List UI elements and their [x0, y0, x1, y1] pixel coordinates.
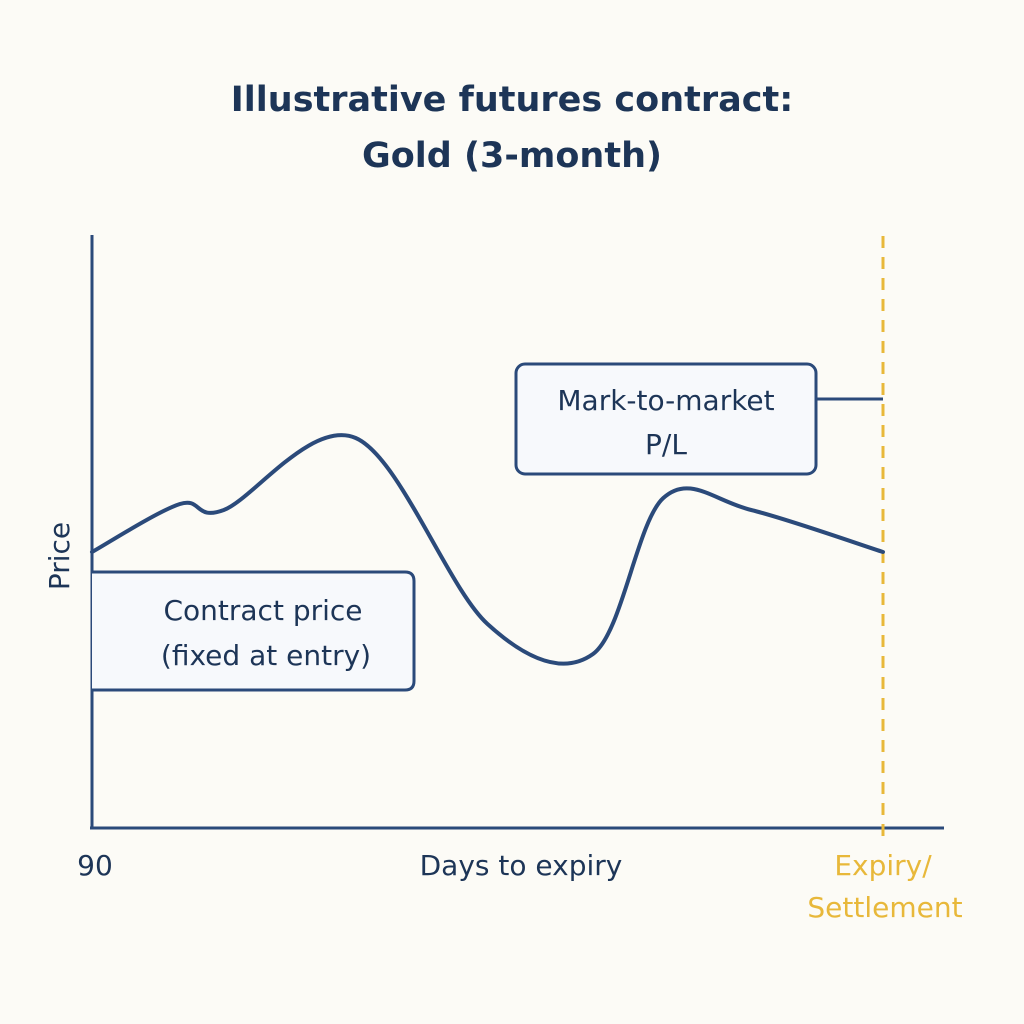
- contract-price-box: [92, 570, 416, 692]
- contract-price-label-line1: Contract price: [163, 594, 362, 627]
- x-tick-label-expiry-line1: Expiry/: [834, 849, 932, 882]
- series-price-line: [90, 433, 885, 666]
- mtm-box: [514, 362, 818, 476]
- x-axis-label: Days to expiry: [420, 849, 623, 882]
- contract-price-label-line2: (fixed at entry): [161, 639, 371, 672]
- y-axis-label: Price: [43, 522, 76, 590]
- mtm-label-line2: P/L: [645, 428, 687, 461]
- chart-title: Illustrative futures contract: Gold (3-m…: [0, 72, 1024, 184]
- chart-title-line2: Gold (3-month): [362, 136, 662, 176]
- x-tick-label-start: 90: [77, 849, 113, 882]
- x-tick-label-expiry-line2: Settlement: [807, 891, 962, 924]
- mtm-label-line1: Mark-to-market: [557, 384, 774, 417]
- chart-title-line1: Illustrative futures contract:: [230, 80, 794, 120]
